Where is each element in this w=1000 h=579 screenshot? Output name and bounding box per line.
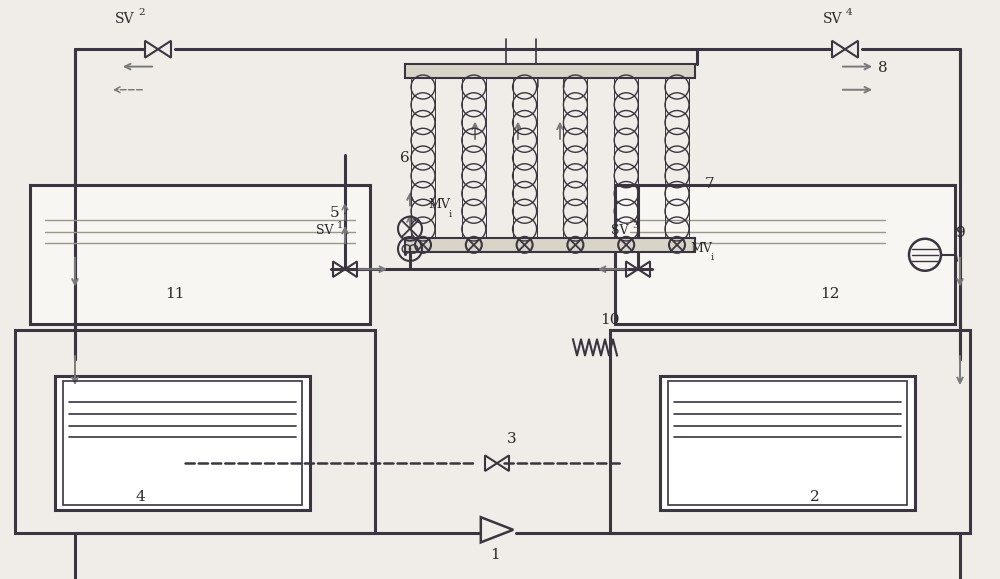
Text: MV: MV	[428, 199, 450, 211]
Text: 4: 4	[135, 490, 145, 504]
Text: 8: 8	[878, 61, 888, 75]
Bar	[405, 238, 695, 252]
Text: 6: 6	[400, 151, 410, 165]
Text: i: i	[711, 253, 714, 262]
Bar	[610, 330, 970, 533]
Text: 3: 3	[507, 432, 517, 446]
Text: 11: 11	[165, 287, 184, 301]
Text: i: i	[449, 210, 452, 219]
Text: 4: 4	[846, 8, 853, 17]
Text: 12: 12	[820, 287, 840, 301]
Text: 1: 1	[337, 221, 343, 230]
Text: SV: SV	[823, 12, 842, 26]
Text: 9: 9	[956, 226, 966, 240]
Bar	[15, 330, 375, 533]
Text: 2: 2	[138, 8, 145, 17]
Bar	[30, 185, 370, 324]
Text: 5: 5	[330, 206, 340, 220]
Text: SV: SV	[115, 12, 134, 26]
Text: 3: 3	[632, 221, 638, 230]
Bar	[55, 376, 310, 510]
Text: 10: 10	[600, 313, 620, 327]
Bar	[405, 64, 695, 78]
Text: 7: 7	[705, 177, 715, 191]
Text: 2: 2	[810, 490, 820, 504]
Bar	[668, 382, 907, 504]
Text: MV: MV	[690, 242, 712, 255]
Text: SV: SV	[611, 225, 629, 237]
Bar	[63, 382, 302, 504]
Text: SV: SV	[316, 225, 334, 237]
Bar	[660, 376, 915, 510]
Bar	[615, 185, 955, 324]
Text: 1: 1	[490, 548, 500, 562]
